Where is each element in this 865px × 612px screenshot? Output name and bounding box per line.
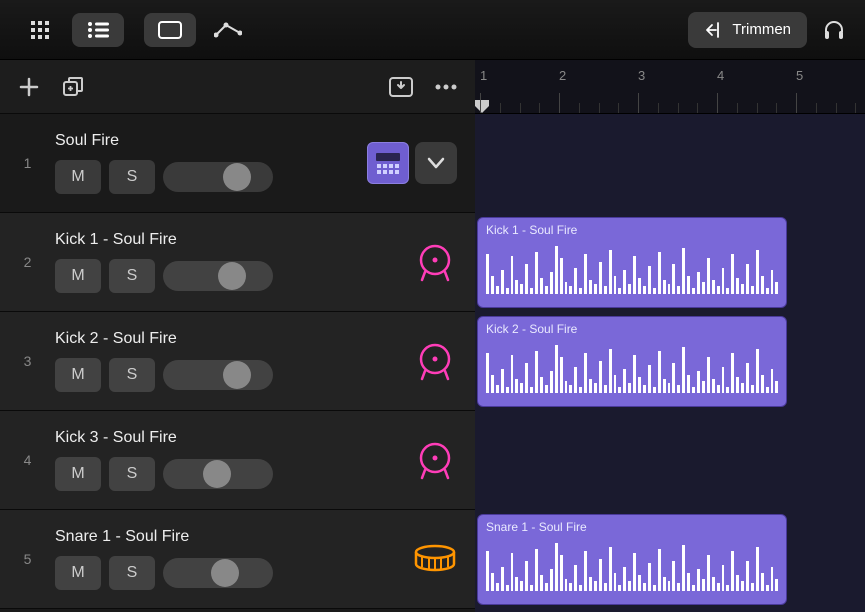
volume-slider[interactable]	[163, 558, 273, 588]
solo-button[interactable]: S	[109, 358, 155, 392]
ruler-mark: 1	[480, 68, 487, 83]
ruler-mark: 4	[717, 68, 724, 83]
expand-button[interactable]	[415, 142, 457, 184]
solo-button[interactable]: S	[109, 259, 155, 293]
track-row[interactable]: 3 Kick 2 - Soul Fire M S	[0, 312, 475, 411]
ruler-mark: 3	[638, 68, 645, 83]
timeline-lane[interactable]: Snare 1 - Soul Fire	[475, 510, 865, 609]
volume-slider[interactable]	[163, 261, 273, 291]
volume-slider[interactable]	[163, 459, 273, 489]
audio-region[interactable]: Kick 2 - Soul Fire	[477, 316, 787, 407]
region-mode-button[interactable]	[144, 13, 196, 47]
track-name-label: Snare 1 - Soul Fire	[55, 528, 413, 546]
ruler-mark: 5	[796, 68, 803, 83]
ruler-mark: 2	[559, 68, 566, 83]
drum-machine-icon[interactable]	[367, 142, 409, 184]
track-number: 5	[0, 551, 55, 567]
track-row[interactable]: 1 Soul Fire M S	[0, 114, 475, 213]
audio-region[interactable]: Snare 1 - Soul Fire	[477, 514, 787, 605]
mute-button[interactable]: M	[55, 556, 101, 590]
kick-icon	[413, 440, 457, 480]
track-name-label: Soul Fire	[55, 132, 367, 150]
track-number: 4	[0, 452, 55, 468]
list-view-button[interactable]	[72, 13, 124, 47]
region-waveform	[478, 539, 786, 591]
playhead-icon[interactable]	[475, 100, 489, 114]
automation-mode-button[interactable]	[202, 13, 254, 47]
region-label: Kick 2 - Soul Fire	[478, 317, 786, 341]
mute-button[interactable]: M	[55, 457, 101, 491]
mute-button[interactable]: M	[55, 358, 101, 392]
track-row[interactable]: 2 Kick 1 - Soul Fire M S	[0, 213, 475, 312]
add-track-button[interactable]	[18, 76, 40, 98]
track-number: 1	[0, 155, 55, 171]
timeline-lane[interactable]	[475, 114, 865, 213]
top-toolbar: Trimmen	[0, 0, 865, 60]
headphones-button[interactable]	[817, 13, 851, 47]
trimmen-button[interactable]: Trimmen	[688, 12, 807, 48]
timeline-panel: 1 2 3 4 5 Kick 1 - Soul Fire Kick 2 - Soul Fi…	[475, 60, 865, 612]
duplicate-track-button[interactable]	[62, 76, 84, 98]
solo-button[interactable]: S	[109, 457, 155, 491]
timeline-lane[interactable]: Kick 1 - Soul Fire	[475, 213, 865, 312]
solo-button[interactable]: S	[109, 556, 155, 590]
volume-slider[interactable]	[163, 162, 273, 192]
region-label: Kick 1 - Soul Fire	[478, 218, 786, 242]
region-label: Snare 1 - Soul Fire	[478, 515, 786, 539]
trim-icon	[704, 21, 722, 39]
mute-button[interactable]: M	[55, 160, 101, 194]
track-row[interactable]: 5 Snare 1 - Soul Fire M S	[0, 510, 475, 609]
track-name-label: Kick 2 - Soul Fire	[55, 330, 413, 348]
snare-icon	[413, 544, 457, 574]
audio-region[interactable]: Kick 1 - Soul Fire	[477, 217, 787, 308]
region-waveform	[478, 242, 786, 294]
trimmen-label: Trimmen	[732, 21, 791, 38]
grid-view-button[interactable]	[14, 13, 66, 47]
track-row[interactable]: 4 Kick 3 - Soul Fire M S	[0, 411, 475, 510]
track-number: 2	[0, 254, 55, 270]
mute-button[interactable]: M	[55, 259, 101, 293]
timeline-lane[interactable]: Kick 2 - Soul Fire	[475, 312, 865, 411]
track-name-label: Kick 3 - Soul Fire	[55, 429, 413, 447]
volume-slider[interactable]	[163, 360, 273, 390]
timeline-lane[interactable]	[475, 411, 865, 510]
kick-icon	[413, 341, 457, 381]
import-button[interactable]	[389, 77, 413, 97]
solo-button[interactable]: S	[109, 160, 155, 194]
more-button[interactable]	[435, 84, 457, 90]
track-number: 3	[0, 353, 55, 369]
region-waveform	[478, 341, 786, 393]
timeline-ruler[interactable]: 1 2 3 4 5	[475, 60, 865, 114]
kick-icon	[413, 242, 457, 282]
track-name-label: Kick 1 - Soul Fire	[55, 231, 413, 249]
track-list-panel: 1 Soul Fire M S 2 Kick 1 - Soul Fire M S…	[0, 60, 475, 612]
